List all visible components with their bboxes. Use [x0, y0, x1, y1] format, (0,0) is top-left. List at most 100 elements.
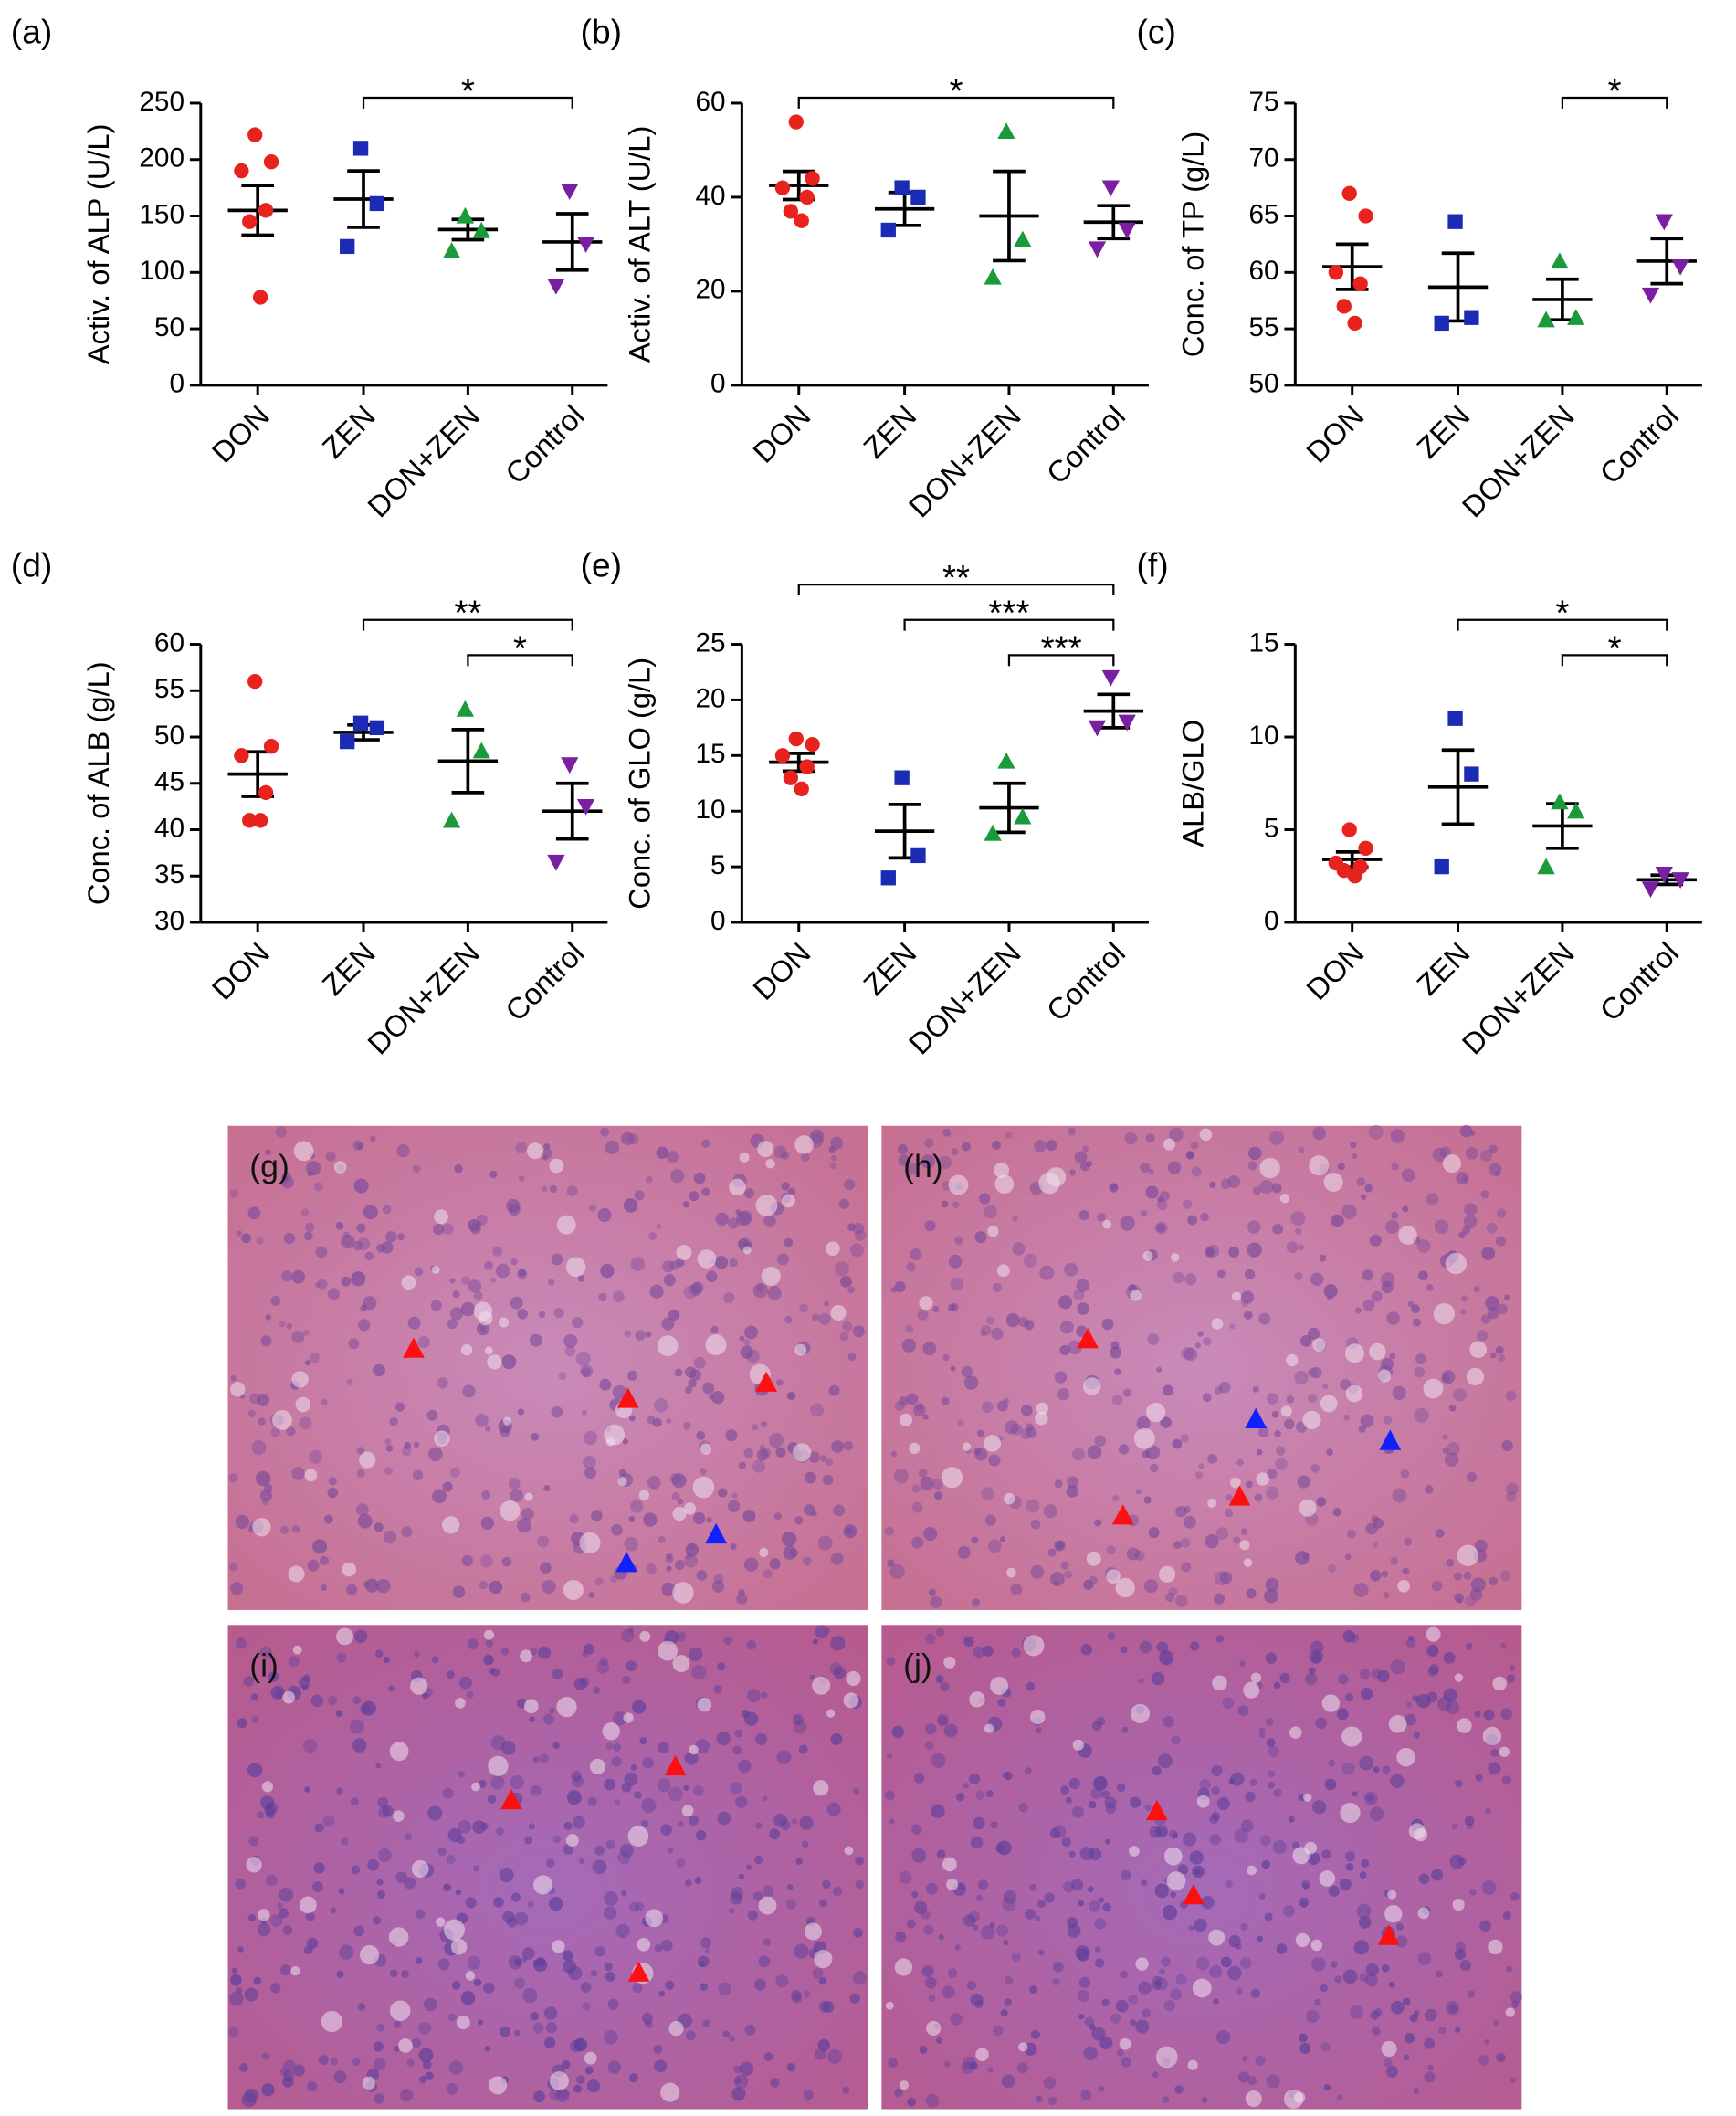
nucleus [1247, 1146, 1262, 1161]
nucleus [1254, 1493, 1263, 1502]
nucleus [1386, 1311, 1400, 1325]
nucleus [924, 1138, 934, 1148]
nucleus [230, 1582, 244, 1595]
nucleus [358, 1319, 371, 1332]
nucleus [621, 1132, 635, 1146]
sinusoid [295, 1396, 311, 1413]
nucleus [1469, 1588, 1483, 1601]
nucleus [689, 1191, 700, 1202]
nucleus [1347, 1529, 1356, 1539]
nucleus [1243, 1311, 1253, 1320]
nucleus [413, 1441, 420, 1448]
nucleus [235, 1879, 246, 1890]
nucleus [261, 1498, 269, 1506]
sinusoid [1212, 1675, 1227, 1691]
nucleus [1352, 1791, 1358, 1797]
nucleus [1382, 1765, 1391, 1774]
sinusoid [1239, 1540, 1250, 1551]
nucleus [552, 1835, 562, 1844]
nucleus [1175, 1505, 1187, 1518]
nucleus [663, 1274, 676, 1287]
nucleus [1057, 1387, 1070, 1401]
nucleus [1068, 1850, 1076, 1858]
nucleus [843, 1178, 856, 1191]
nucleus [1172, 1832, 1178, 1839]
nucleus [592, 1859, 607, 1875]
nucleus [1029, 1883, 1037, 1892]
nucleus [1453, 1388, 1467, 1402]
significance-label: * [513, 629, 527, 668]
y-tick-label: 0 [710, 369, 726, 399]
nucleus [640, 1819, 649, 1827]
nucleus [1156, 1641, 1169, 1654]
nucleus [1443, 1651, 1456, 1664]
y-tick-label: 45 [154, 767, 184, 797]
nucleus [1276, 1446, 1286, 1456]
nucleus [957, 1545, 971, 1559]
nucleus [569, 1513, 580, 1524]
nucleus [799, 1303, 808, 1313]
nucleus [1328, 1563, 1337, 1573]
nucleus [847, 1223, 856, 1231]
nucleus [1161, 1956, 1171, 1967]
nucleus [1500, 1708, 1513, 1721]
nucleus [1211, 1812, 1220, 1821]
nucleus [1258, 1312, 1271, 1325]
nucleus [533, 2090, 546, 2103]
nucleus [1359, 1973, 1369, 1983]
sinusoid [321, 2010, 342, 2033]
data-point [894, 770, 910, 785]
nucleus [1090, 1787, 1103, 1800]
nucleus [481, 1490, 490, 1500]
significance-bracket [362, 96, 573, 109]
nucleus [924, 1976, 937, 1989]
sinusoid [826, 1709, 836, 1718]
sinusoid [589, 1758, 605, 1774]
nucleus [235, 1514, 250, 1530]
nucleus [1299, 1334, 1312, 1347]
nucleus [1500, 1642, 1507, 1649]
nucleus [313, 1862, 325, 1874]
nucleus [484, 1260, 493, 1270]
nucleus [1489, 1352, 1497, 1359]
nucleus [499, 1867, 514, 1882]
nucleus [785, 1899, 797, 1910]
nucleus [763, 1938, 772, 1946]
nucleus [976, 1429, 984, 1437]
sinusoid [393, 1810, 405, 1822]
nucleus [1362, 1270, 1373, 1280]
nucleus [1294, 1271, 1303, 1280]
nucleus [250, 1693, 258, 1700]
sinusoid [602, 1722, 620, 1741]
sinusoid [1170, 1253, 1180, 1262]
nucleus [473, 1978, 482, 1987]
nucleus [545, 2022, 557, 2034]
nucleus [674, 1368, 683, 1377]
nucleus [305, 1911, 316, 1922]
nucleus [753, 1978, 766, 1991]
x-tick-label: DON+ZEN [361, 935, 486, 1060]
x-tick-label: ZEN [857, 398, 922, 464]
chart-panel: (a)Activ. of ALP (U/L)050100150200250DON… [11, 13, 608, 523]
nucleus [1488, 1762, 1501, 1775]
nucleus [1112, 1495, 1120, 1502]
nucleus [954, 1944, 961, 1951]
sinusoid [1398, 1226, 1417, 1245]
nucleus [943, 1723, 958, 1738]
nucleus [925, 1882, 938, 1895]
significance-label: *** [988, 595, 1029, 634]
nucleus [389, 1416, 398, 1426]
sinusoid [683, 1502, 697, 1515]
nucleus [1496, 2052, 1506, 2063]
nucleus [698, 1961, 705, 1968]
nucleus [532, 1756, 540, 1763]
nucleus [265, 1801, 279, 1815]
nucleus [1447, 1442, 1460, 1456]
nucleus [1199, 1778, 1211, 1791]
nucleus [987, 1539, 1002, 1553]
nucleus [1294, 1370, 1309, 1385]
y-tick-label: 15 [1248, 627, 1278, 658]
nucleus [1454, 2027, 1461, 2033]
nucleus [924, 1722, 937, 1735]
nucleus [1509, 1664, 1516, 1671]
